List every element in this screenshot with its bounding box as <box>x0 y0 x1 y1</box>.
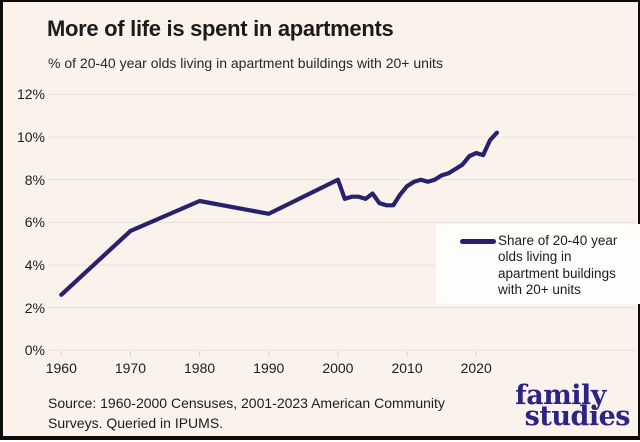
y-axis-tick-label: 12% <box>16 86 45 103</box>
y-axis-tick-label: 4% <box>24 256 45 273</box>
chart-subtitle: % of 20-40 year olds living in apartment… <box>48 55 443 71</box>
x-axis-tick-label: 1980 <box>184 360 216 376</box>
line-chart-canvas <box>48 93 636 357</box>
trend-line <box>59 130 499 297</box>
logo-word-family: family <box>515 380 606 411</box>
chart-title: More of life is spent in apartments <box>47 16 394 41</box>
y-axis-tick-label: 10% <box>16 129 45 145</box>
y-axis-tick-label: 0% <box>24 342 45 359</box>
x-axis-tick-label: 2020 <box>460 360 492 376</box>
x-axis-tick-label: 1970 <box>114 360 147 376</box>
legend-label: Share of 20-40 year olds living in apart… <box>498 233 618 297</box>
y-axis-tick-label: 2% <box>24 299 45 316</box>
legend-line-swatch <box>460 239 496 244</box>
y-axis-tick-label: 8% <box>24 171 45 188</box>
chart-legend: Share of 20-40 year olds living in apart… <box>436 224 640 304</box>
source-note: Source: 1960-2000 Censuses, 2001-2023 Am… <box>48 395 445 431</box>
logo-word-studies: studies <box>524 401 631 432</box>
x-axis-tick-label: 1990 <box>253 360 285 376</box>
x-axis-tick-label: 1960 <box>45 360 77 376</box>
x-axis-tick-label: 2000 <box>322 360 354 376</box>
family-studies-logo: family studies <box>515 380 631 432</box>
x-axis-tick-label: 2010 <box>391 360 423 376</box>
y-axis-tick-label: 6% <box>24 214 45 231</box>
